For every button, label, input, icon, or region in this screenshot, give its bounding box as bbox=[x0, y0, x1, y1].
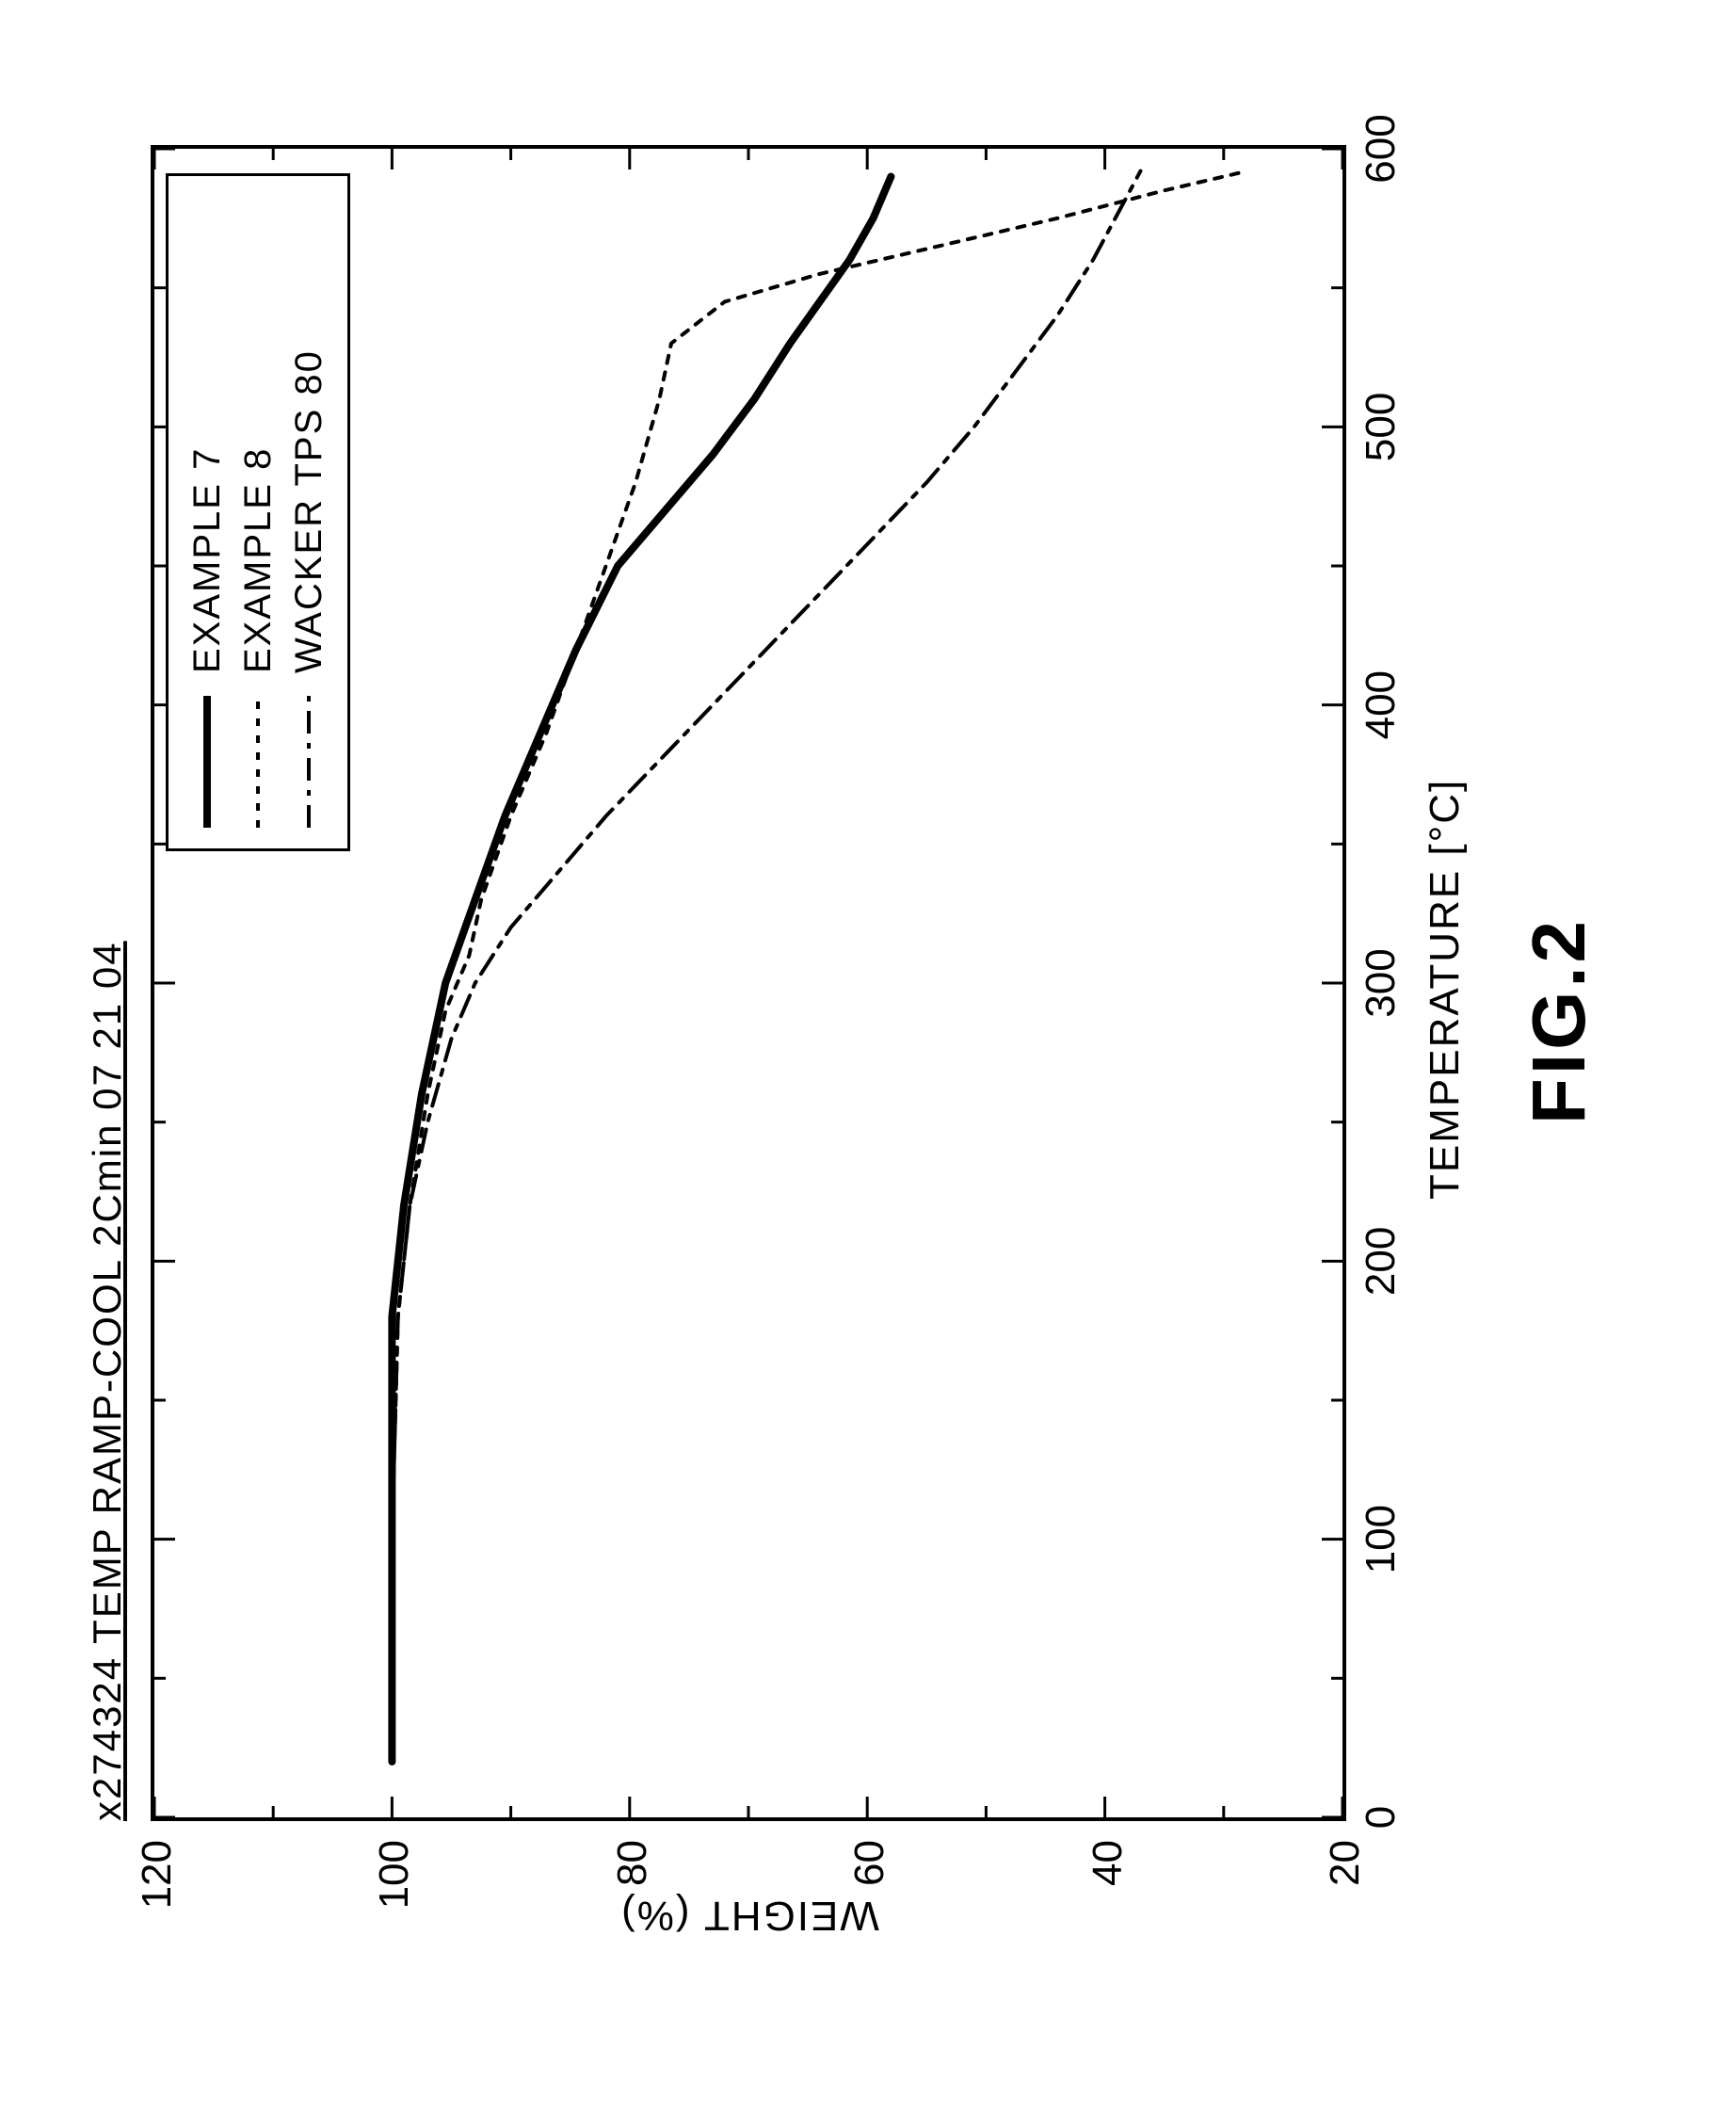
legend-row: EXAMPLE 7 bbox=[182, 197, 233, 828]
legend-row: EXAMPLE 8 bbox=[233, 197, 283, 828]
x-tick-label: 0 bbox=[1358, 1770, 1405, 1864]
rotated-figure: x274324 TEMP RAMP-COOL 2Cmin 07 21 04 20… bbox=[0, 0, 1736, 2113]
y-tick-label: 100 bbox=[371, 1840, 418, 1944]
legend: EXAMPLE 7EXAMPLE 8WACKER TPS 80 bbox=[166, 173, 350, 851]
x-tick-label: 100 bbox=[1358, 1492, 1405, 1587]
x-tick-label: 200 bbox=[1358, 1214, 1405, 1308]
figure-caption: FIG.2 bbox=[1516, 917, 1602, 1124]
x-tick-label: 300 bbox=[1358, 936, 1405, 1030]
chart-title: x274324 TEMP RAMP-COOL 2Cmin 07 21 04 bbox=[85, 941, 130, 1821]
x-tick-label: 400 bbox=[1358, 658, 1405, 752]
legend-swatch bbox=[193, 696, 221, 828]
legend-label: WACKER TPS 80 bbox=[288, 349, 330, 673]
legend-row: WACKER TPS 80 bbox=[283, 197, 334, 828]
y-tick-label: 40 bbox=[1085, 1840, 1132, 1944]
x-tick-label: 500 bbox=[1358, 379, 1405, 474]
legend-swatch bbox=[244, 696, 272, 828]
legend-swatch bbox=[295, 696, 323, 828]
legend-label: EXAMPLE 8 bbox=[237, 447, 280, 673]
y-tick-label: 120 bbox=[134, 1840, 181, 1944]
x-tick-label: 600 bbox=[1358, 102, 1405, 196]
legend-label: EXAMPLE 7 bbox=[186, 447, 229, 673]
y-axis-label: WEIGHT (%) bbox=[608, 1892, 891, 1939]
page: x274324 TEMP RAMP-COOL 2Cmin 07 21 04 20… bbox=[0, 0, 1736, 2113]
x-axis-label: TEMPERATURE [°C] bbox=[1422, 779, 1469, 1200]
